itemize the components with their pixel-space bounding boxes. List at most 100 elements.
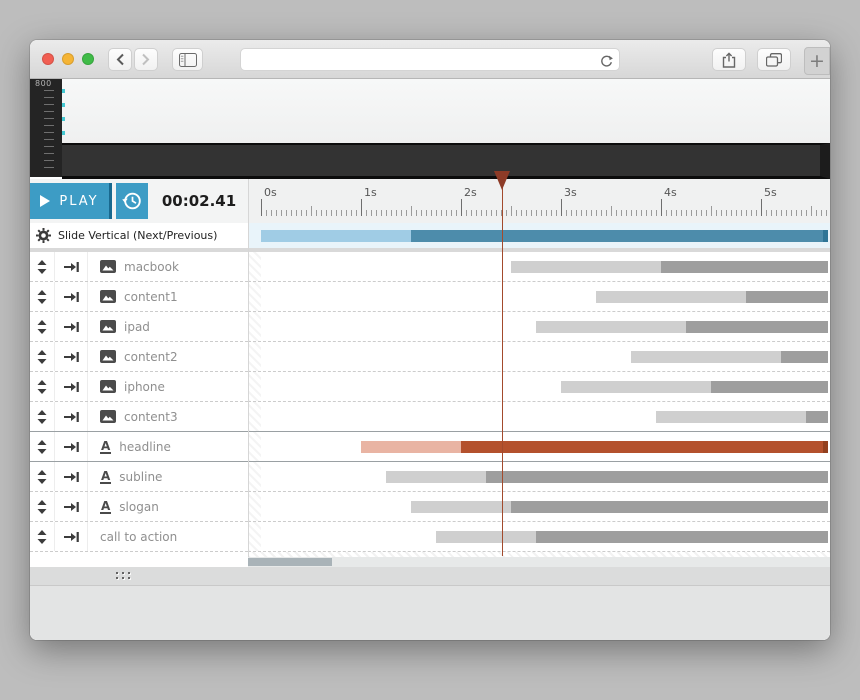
share-button[interactable] <box>712 48 746 71</box>
reorder-handle[interactable] <box>30 282 55 311</box>
ruler-tick <box>671 210 672 216</box>
animation-main-bar[interactable] <box>486 471 828 483</box>
timeline-track-subline[interactable] <box>248 462 830 492</box>
zoom-window-button[interactable] <box>82 53 94 65</box>
sidebar-toggle-button[interactable] <box>172 48 203 71</box>
animation-main-bar[interactable] <box>536 531 828 543</box>
master-row-left[interactable]: Slide Vertical (Next/Previous) <box>30 223 248 248</box>
animation-main-bar[interactable] <box>711 381 828 393</box>
reorder-handle[interactable] <box>30 342 55 371</box>
layer-row-ipad[interactable]: ipad <box>30 312 248 342</box>
animation-in-bar[interactable] <box>536 321 686 333</box>
timeline-track-ipad[interactable] <box>248 312 830 342</box>
animation-in-bar[interactable] <box>386 471 486 483</box>
gear-icon[interactable] <box>32 228 54 244</box>
reorder-handle[interactable] <box>30 432 55 461</box>
reorder-handle[interactable] <box>30 372 55 401</box>
timeline-track-headline[interactable] <box>248 432 830 462</box>
arrow-to-bar-icon <box>63 321 79 332</box>
forward-button[interactable] <box>134 48 158 71</box>
animation-in-bar[interactable] <box>656 411 806 423</box>
time-display: 00:02.41 <box>161 192 237 210</box>
snap-to-start-button[interactable] <box>55 252 88 281</box>
playhead-marker[interactable] <box>494 171 510 190</box>
snap-to-start-button[interactable] <box>55 372 88 401</box>
timeline-ruler[interactable]: 0s 1s 2s 3s 4s 5s <box>248 179 830 223</box>
animation-in-bar[interactable] <box>361 441 461 453</box>
canvas-handle[interactable] <box>62 131 65 135</box>
timeline-track-slogan[interactable] <box>248 492 830 522</box>
snap-to-start-button[interactable] <box>55 342 88 371</box>
reorder-handle[interactable] <box>30 402 55 431</box>
layer-row-content3[interactable]: content3 <box>30 402 248 432</box>
arrow-to-bar-icon <box>63 471 79 482</box>
canvas-handle[interactable] <box>62 117 65 121</box>
show-tabs-button[interactable] <box>757 48 791 71</box>
address-bar[interactable] <box>240 48 620 71</box>
ruler-tick <box>516 210 517 216</box>
minimize-window-button[interactable] <box>62 53 74 65</box>
new-tab-button[interactable]: + <box>804 47 830 75</box>
animation-in-bar[interactable] <box>411 501 511 513</box>
layer-row-content2[interactable]: content2 <box>30 342 248 372</box>
reorder-handle[interactable] <box>30 492 55 521</box>
timeline-track-content3[interactable] <box>248 402 830 432</box>
timeline-track-call-to-action[interactable] <box>248 522 830 552</box>
image-layer-icon <box>100 290 116 303</box>
animation-main-bar[interactable] <box>746 291 828 303</box>
snap-to-start-button[interactable] <box>55 402 88 431</box>
animation-in-bar[interactable] <box>511 261 661 273</box>
back-button[interactable] <box>108 48 132 71</box>
timeline-track-macbook[interactable] <box>248 252 830 282</box>
timeline-track-content2[interactable] <box>248 342 830 372</box>
layer-row-macbook[interactable]: macbook <box>30 252 248 282</box>
snap-to-start-button[interactable] <box>55 432 88 461</box>
address-input[interactable] <box>249 51 593 70</box>
animation-in-bar[interactable] <box>631 351 781 363</box>
layer-row-call-to-action[interactable]: call to action <box>30 522 248 552</box>
reorder-handle[interactable] <box>30 312 55 341</box>
bar-end-handle[interactable] <box>823 230 828 242</box>
master-row-track[interactable] <box>248 223 830 248</box>
scrollbar-thumb[interactable] <box>248 558 332 566</box>
animation-main-bar[interactable] <box>411 230 828 242</box>
play-button[interactable]: PLAY <box>30 183 112 219</box>
ruler-tick <box>411 206 412 216</box>
canvas-handle[interactable] <box>62 89 65 93</box>
animation-main-bar[interactable] <box>511 501 828 513</box>
snap-to-start-button[interactable] <box>55 522 88 551</box>
snap-to-start-button[interactable] <box>55 462 88 491</box>
close-window-button[interactable] <box>42 53 54 65</box>
layer-row-iphone[interactable]: iphone <box>30 372 248 402</box>
animation-main-bar[interactable] <box>806 411 828 423</box>
refresh-icon[interactable] <box>600 53 613 72</box>
timeline-scrollbar[interactable] <box>248 557 830 567</box>
animation-main-bar[interactable] <box>461 441 828 453</box>
timeline-track-iphone[interactable] <box>248 372 830 402</box>
snap-to-start-button[interactable] <box>55 492 88 521</box>
bar-end-handle[interactable] <box>823 441 828 453</box>
history-button[interactable] <box>116 183 148 219</box>
reorder-handle[interactable] <box>30 462 55 491</box>
reorder-handle[interactable] <box>30 522 55 551</box>
canvas-handle[interactable] <box>62 103 65 107</box>
animation-main-bar[interactable] <box>661 261 828 273</box>
animation-main-bar[interactable] <box>781 351 828 363</box>
resize-grip-icon[interactable] <box>116 572 136 580</box>
timeline-track-content1[interactable] <box>248 282 830 312</box>
ruler-tick <box>636 210 637 216</box>
play-button-label: PLAY <box>59 193 99 209</box>
animation-in-bar[interactable] <box>561 381 711 393</box>
animation-main-bar[interactable] <box>686 321 828 333</box>
animation-in-bar[interactable] <box>261 230 411 242</box>
snap-to-start-button[interactable] <box>55 282 88 311</box>
animation-in-bar[interactable] <box>436 531 536 543</box>
snap-to-start-button[interactable] <box>55 312 88 341</box>
layer-row-content1[interactable]: content1 <box>30 282 248 312</box>
reorder-handle[interactable] <box>30 252 55 281</box>
layer-label: slogan <box>119 499 159 514</box>
animation-in-bar[interactable] <box>596 291 746 303</box>
